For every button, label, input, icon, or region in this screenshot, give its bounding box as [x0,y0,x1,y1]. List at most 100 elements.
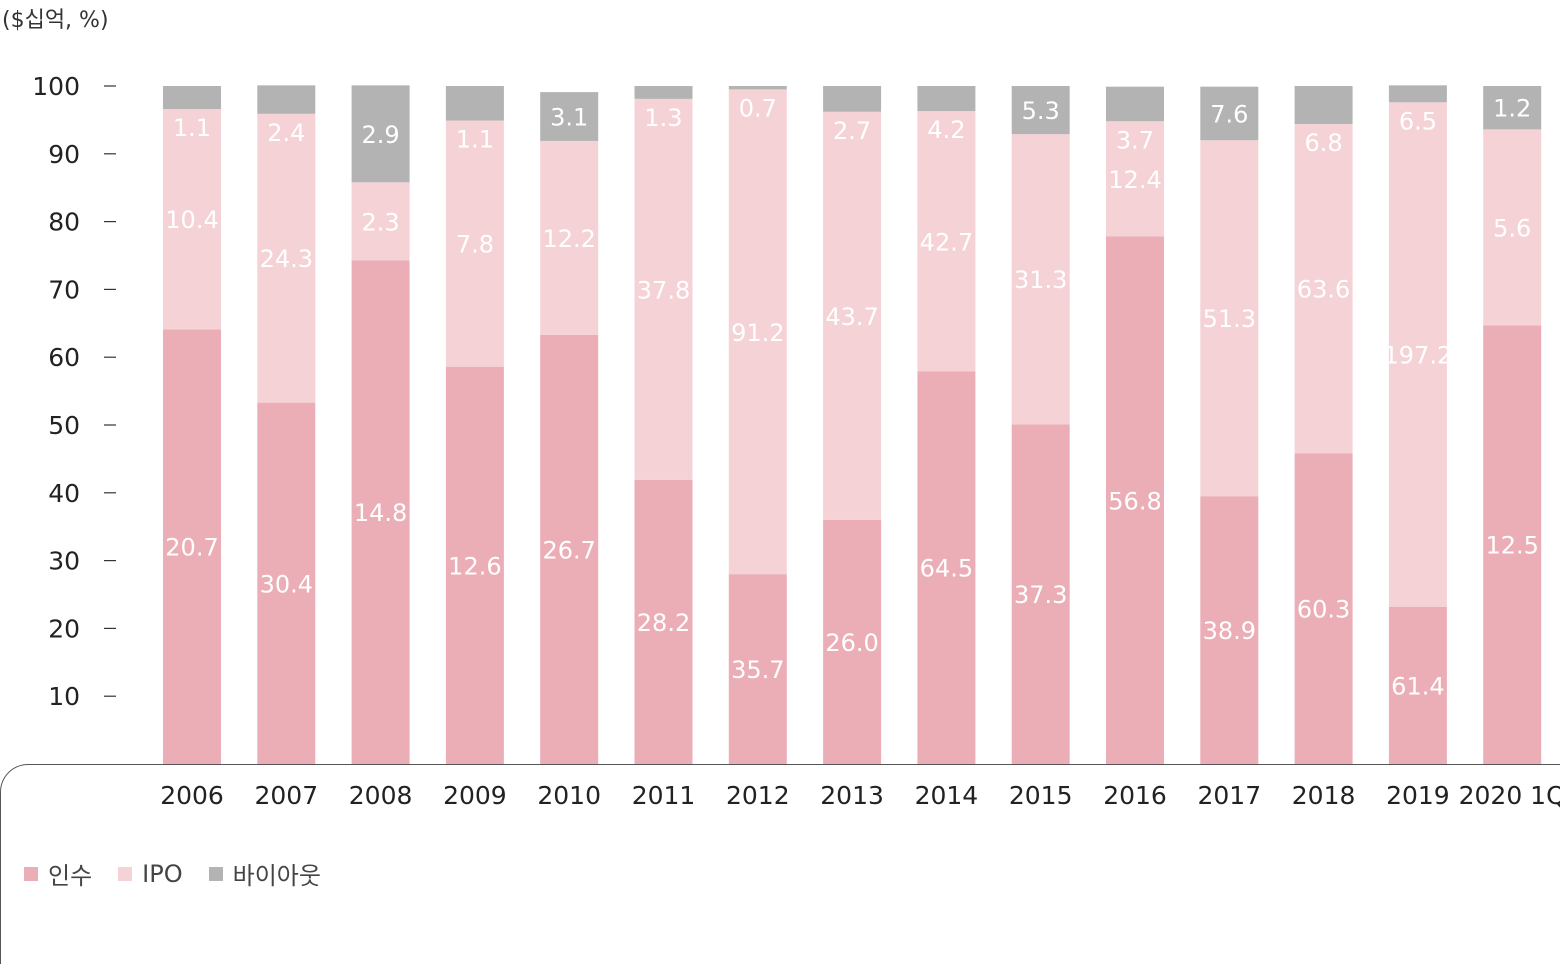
data-label-acquisition: 12.6 [448,552,501,580]
bar-segment-acquisition [728,574,787,764]
data-label-acquisition: 35.7 [731,656,784,684]
bar-segment-buyout [540,92,599,141]
bar-segment-acquisition [163,329,221,764]
y-tick-label: 70 [48,275,80,304]
bar-segment-ipo [1200,140,1259,497]
legend-swatch-buyout [208,866,223,881]
legend-item-ipo: IPO [118,859,183,888]
data-label-buyout: 3.1 [550,104,588,132]
data-label-buyout: 1.3 [644,104,682,132]
bar-segment-buyout [1294,86,1353,124]
x-tick-label: 2019 [1386,781,1450,810]
data-label-ipo: 10.4 [165,206,218,234]
y-tick-label: 100 [32,72,80,101]
bar-segment-ipo [351,182,410,261]
data-label-buyout: 5.3 [1022,97,1060,125]
y-tick-label: 30 [48,547,80,576]
data-label-buyout: 1.2 [1493,95,1531,123]
bar-segment-ipo [917,111,976,372]
legend-swatch-ipo [118,866,133,881]
data-label-acquisition: 60.3 [1297,596,1350,624]
data-label-ipo: 37.8 [637,276,690,304]
data-label-buyout: 6.5 [1399,107,1437,135]
data-label-buyout: 2.7 [833,117,871,145]
x-tick-label: 2007 [254,781,318,810]
stacked-bar-chart: 10 20 30 40 50 60 70 80 90 100 20.7 10.4 1.1 2006 30.4… [32,72,1560,810]
bar-segment-ipo [1011,134,1070,425]
data-label-buyout: 3.7 [1116,126,1154,154]
bar-segment-buyout [634,86,693,99]
data-label-ipo: 63.6 [1297,276,1350,304]
bar-segment-buyout [728,86,787,90]
bar-segment-buyout [1200,86,1259,141]
x-tick-label: 2010 [537,781,601,810]
bar-segment-ipo [1483,129,1542,326]
bar-segment-acquisition [1483,325,1542,764]
bar-segment-buyout [823,86,882,112]
bar-segment-acquisition [1106,236,1164,765]
data-label-ipo: 12.4 [1108,166,1161,194]
bar-segment-ipo [728,89,787,575]
x-tick-label: 2015 [1009,781,1073,810]
bar-segment-acquisition [823,519,882,764]
bar-segment-acquisition [634,479,693,764]
bar-segment-acquisition [1011,424,1070,764]
bar-segment-buyout [1011,86,1070,135]
x-tick-label: 2016 [1103,781,1167,810]
data-label-buyout: 2.4 [267,119,305,147]
legend-item-buyout: 바이아웃 [208,856,321,891]
data-label-ipo: 197.2 [1384,341,1453,369]
data-label-acquisition: 38.9 [1203,617,1256,645]
data-label-ipo: 24.3 [260,245,313,273]
bar-segment-acquisition [917,371,976,764]
data-label-buyout: 2.9 [362,121,400,149]
data-label-acquisition: 56.8 [1108,487,1161,515]
bar-segment-ipo [1294,123,1353,454]
bar-segment-buyout [1106,86,1164,122]
y-tick-label: 50 [48,411,80,440]
data-label-acquisition: 26.7 [542,536,595,564]
bar-segment-buyout [1483,86,1542,130]
data-label-acquisition: 28.2 [637,609,690,637]
x-tick-label: 2012 [726,781,790,810]
legend-frame [0,764,1560,964]
x-tick-label: 2008 [349,781,413,810]
data-label-ipo: 51.3 [1203,305,1256,333]
bar-segment-ipo [1106,121,1164,237]
bar-segment-ipo [634,98,693,480]
data-label-acquisition: 64.5 [920,555,973,583]
data-label-ipo: 2.3 [362,208,400,236]
bar-segment-buyout [257,85,316,114]
bar-segment-acquisition [351,260,410,764]
bar-segment-buyout [1388,85,1447,103]
bar-segment-ipo [257,113,316,403]
bar-segment-buyout [351,85,410,183]
y-tick-label: 80 [48,208,80,237]
unit-label: ($십억, %) [2,8,109,33]
bar-segment-ipo [445,120,504,367]
y-tick-label: 20 [48,614,80,643]
bar-segment-acquisition [540,334,599,764]
data-label-ipo: 7.8 [456,231,494,259]
data-label-buyout: 1.1 [173,114,211,142]
data-label-acquisition: 14.8 [354,499,407,527]
bar-segment-buyout [445,86,504,121]
legend: 인수 IPO 바이아웃 [24,856,347,891]
x-tick-label: 2006 [160,781,224,810]
data-label-acquisition: 20.7 [165,534,218,562]
data-label-ipo: 91.2 [731,319,784,347]
data-label-buyout: 4.2 [927,116,965,144]
bar-segment-buyout [163,86,221,110]
data-label-ipo: 31.3 [1014,266,1067,294]
y-tick-label: 60 [48,343,80,372]
bar-segment-ipo [163,109,221,330]
y-tick-label: 40 [48,479,80,508]
legend-label-ipo: IPO [142,859,183,888]
data-label-acquisition: 30.4 [260,570,313,598]
x-tick-label: 2013 [820,781,884,810]
x-tick-label: 2018 [1292,781,1356,810]
y-tick-label: 90 [48,140,80,169]
bar-segment-acquisition [1294,453,1353,764]
bar-segment-ipo [1388,102,1447,607]
y-tick-label: 10 [48,682,80,711]
